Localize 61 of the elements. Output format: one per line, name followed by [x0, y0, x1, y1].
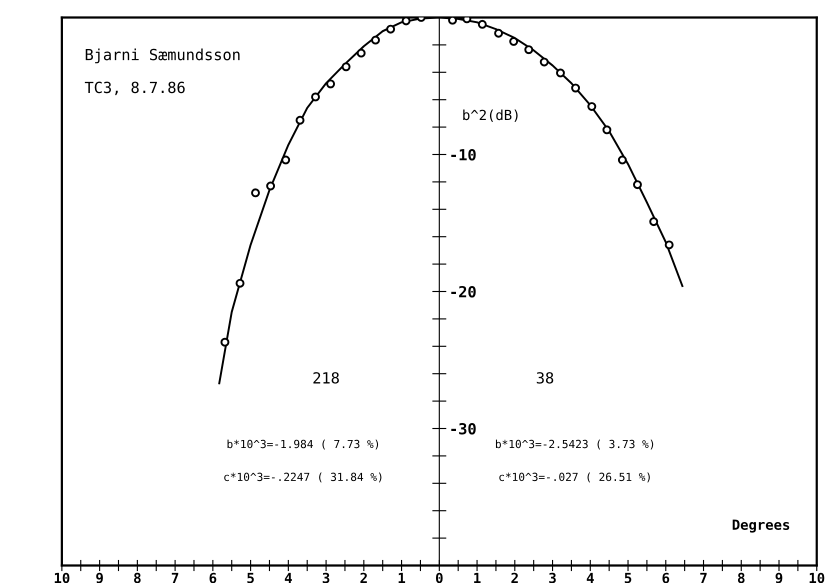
x-tick-label: 10 — [54, 572, 70, 583]
x-tick-label: 2 — [511, 572, 518, 583]
point — [618, 156, 627, 164]
point — [402, 17, 411, 26]
y-tick-label: -20 — [451, 286, 476, 298]
point — [571, 84, 580, 92]
x-tick-label: 3 — [549, 572, 556, 583]
point — [478, 20, 487, 29]
x-tick-label: 9 — [96, 572, 103, 583]
x-tick-label: 1 — [474, 572, 481, 583]
x-tick-label: 1 — [398, 572, 406, 583]
point — [326, 79, 336, 88]
point — [236, 278, 244, 288]
annotation: Bjarni Sæmundsson — [86, 48, 240, 64]
point — [448, 17, 457, 25]
annotation: c*10^3=-.2247 ( 31.84 %) — [224, 472, 382, 482]
point — [386, 24, 396, 34]
point — [587, 102, 596, 111]
x-tick-label: 8 — [738, 572, 745, 583]
point — [356, 48, 366, 58]
x-tick-label: 7 — [700, 572, 707, 583]
point — [251, 188, 260, 198]
y-axis-title: b^2(dB) — [463, 109, 518, 122]
point — [664, 240, 674, 250]
x-tick-label: 6 — [662, 572, 670, 583]
x-tick-label: 6 — [210, 572, 216, 583]
x-tick-label: 4 — [586, 572, 594, 583]
x-tick-label: 4 — [284, 572, 292, 583]
x-tick-label: 5 — [247, 572, 254, 583]
x-tick-label: 10 — [810, 572, 824, 583]
point — [649, 217, 658, 226]
x-tick-label: 8 — [134, 572, 141, 583]
point — [220, 338, 230, 347]
annotation: c*10^3=-.027 ( 26.51 %) — [499, 472, 650, 482]
x-tick-label: 0 — [436, 572, 443, 583]
annotation: b*10^3=-1.984 ( 7.73 %) — [228, 440, 378, 450]
point — [342, 62, 351, 72]
x-tick-label: 3 — [322, 572, 330, 583]
point — [311, 92, 320, 102]
x-tick-label: 7 — [172, 572, 178, 583]
point — [281, 156, 290, 164]
point — [296, 116, 304, 125]
y-tick-label: -30 — [451, 422, 476, 435]
point — [556, 68, 565, 78]
x-axis-title: Degrees — [732, 520, 790, 533]
x-tick-label: 5 — [624, 572, 632, 583]
annotation: 218 — [313, 372, 339, 384]
point — [602, 125, 612, 134]
point — [540, 58, 549, 66]
point — [524, 45, 534, 54]
point — [266, 182, 276, 190]
annotation: b*10^3=-2.5423 ( 3.73 %) — [496, 440, 654, 450]
annotation: TC3, 8.7.86 — [84, 82, 185, 96]
x-tick-label: 2 — [360, 572, 367, 583]
point — [371, 36, 380, 45]
x-tick-label: 9 — [776, 572, 782, 583]
point — [494, 28, 504, 38]
y-tick-label: -10 — [451, 148, 476, 161]
annotation: 38 — [536, 372, 554, 384]
point — [633, 180, 642, 190]
point — [509, 37, 518, 46]
